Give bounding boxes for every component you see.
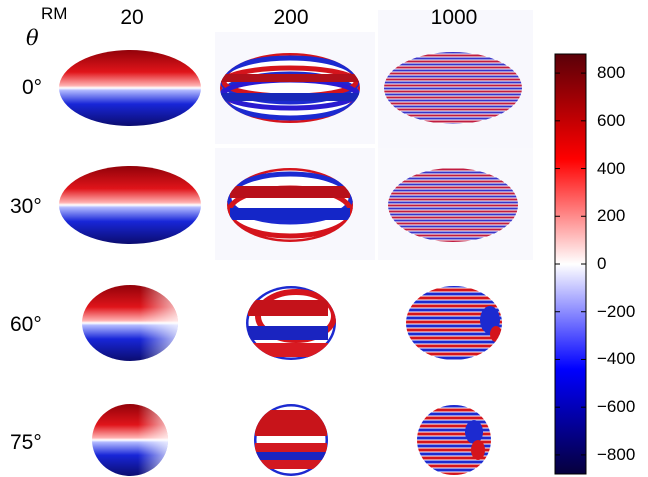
column-label-rm20: 20 <box>120 6 144 29</box>
panel-rm20-theta75 <box>92 404 168 476</box>
row-label-theta60: 60° <box>10 313 42 336</box>
colorbar-tick-label: −200 <box>597 301 636 321</box>
panel-rm20-theta0 <box>59 50 201 126</box>
row-label-theta75: 75° <box>10 431 42 454</box>
panel-rm200-theta75 <box>254 404 328 476</box>
colorbar-tick-label: 0 <box>597 254 607 273</box>
colorbar-tick-label: 400 <box>597 158 626 178</box>
row-label-theta30: 30° <box>10 195 42 218</box>
panel-rm1000-theta75 <box>417 405 491 475</box>
column-label-rm200: 200 <box>273 6 309 29</box>
panel-rm200-theta0 <box>220 53 360 123</box>
colorbar-tick-label: 200 <box>597 206 626 226</box>
panel-rm20-theta60 <box>82 285 178 361</box>
row-label-theta0: 0° <box>22 76 43 99</box>
panel-rm1000-theta30 <box>388 168 518 242</box>
theta-axis-label: θ <box>26 26 39 50</box>
panel-rm200-theta30 <box>227 168 353 242</box>
rm-axis-label: RM <box>41 4 68 23</box>
colorbar-tick-label: −600 <box>597 397 636 417</box>
colorbar-ticks <box>555 72 586 456</box>
panel-rm20-theta30 <box>59 166 201 244</box>
colorbar-tick-label: 800 <box>597 63 626 83</box>
column-label-rm1000: 1000 <box>430 6 478 29</box>
colorbar-tick-label: 600 <box>597 110 626 130</box>
panel-rm1000-theta0 <box>384 52 522 124</box>
panel-rm1000-theta60 <box>406 286 502 360</box>
colorbar-tick-label: −400 <box>597 349 636 369</box>
colorbar-tick-label: −800 <box>597 444 636 464</box>
panel-rm200-theta60 <box>246 286 336 360</box>
